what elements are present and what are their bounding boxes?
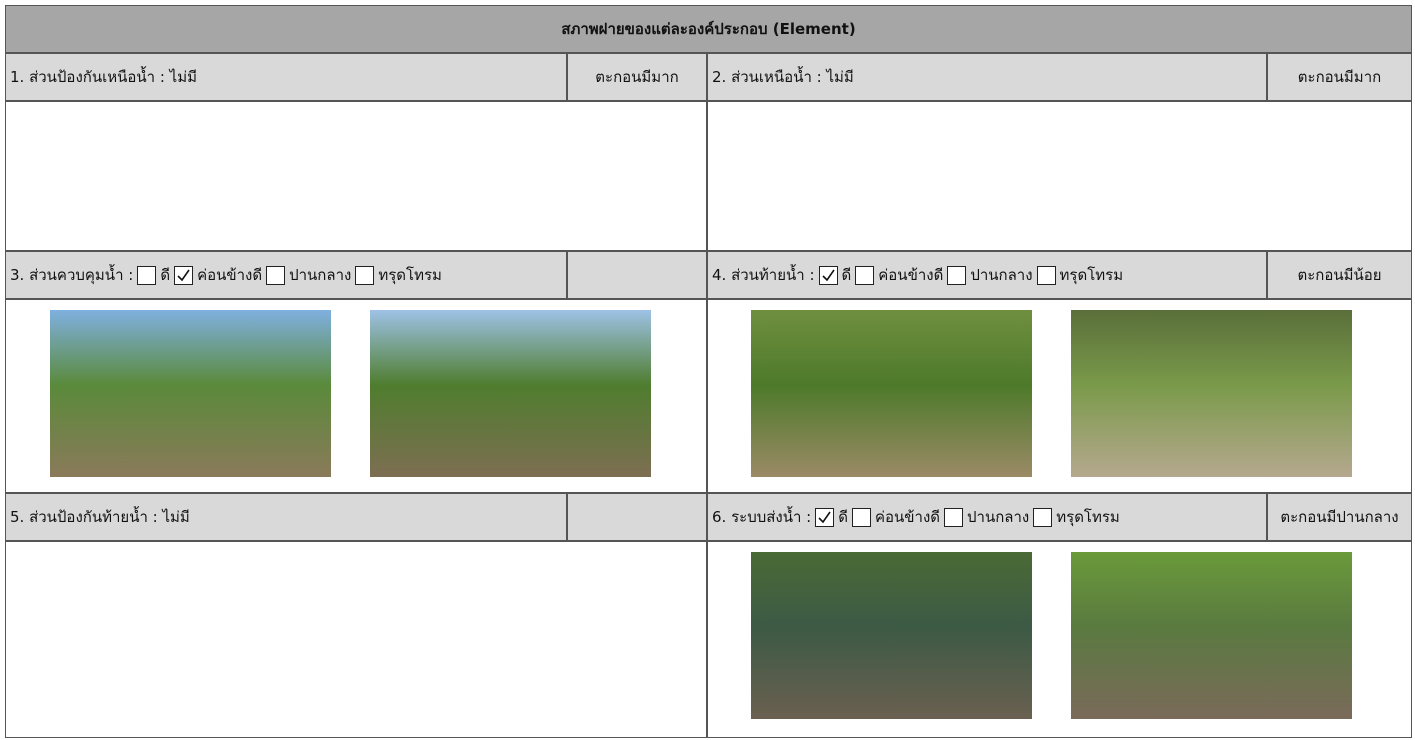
section-header: 2. ส่วนเหนือน้ำ : ไม่มี: [707, 53, 1267, 101]
section-header: 4. ส่วนท้ายน้ำ : ดี ค่อนข้างดี ปานกลาง ทรุดโ…: [707, 251, 1267, 299]
checkbox: [355, 265, 375, 285]
section-label: 6. ระบบส่งน้ำ :: [712, 508, 812, 526]
checkbox: [815, 507, 835, 527]
table-title: สภาพฝายของแต่ละองค์ประกอบ (Element): [5, 5, 1412, 53]
section-label: 5. ส่วนป้องกันท้ายน้ำ : ไม่มี: [10, 508, 190, 526]
section-header: 3. ส่วนควบคุมน้ำ : ดี ค่อนข้างดี ปานกลาง ทรุ…: [5, 251, 567, 299]
option-label: ปานกลาง: [289, 266, 352, 284]
photo: [370, 310, 651, 477]
check-mark: [821, 269, 835, 281]
checkbox: [266, 265, 286, 285]
option-label: ค่อนข้างดี: [878, 266, 944, 284]
checkbox: [1033, 507, 1053, 527]
photo: [751, 552, 1032, 719]
checkbox: [855, 265, 875, 285]
option-label: ดี: [160, 266, 171, 284]
section-label: 2. ส่วนเหนือน้ำ : ไม่มี: [712, 68, 854, 86]
section-header: 1. ส่วนป้องกันเหนือน้ำ : ไม่มี: [5, 53, 567, 101]
checkbox: [851, 507, 871, 527]
option-label: ค่อนข้างดี: [874, 508, 941, 526]
section-status: ตะกอนมีมาก: [1267, 53, 1412, 101]
section-body: [707, 101, 1412, 251]
option-label: ค่อนข้างดี: [197, 266, 263, 284]
section-body: [5, 541, 707, 738]
section-status: [567, 251, 707, 299]
section-header: 6. ระบบส่งน้ำ : ดี ค่อนข้างดี ปานกลาง ทรุดโท…: [707, 493, 1267, 541]
check-mark: [177, 269, 190, 281]
section-label: 3. ส่วนควบคุมน้ำ :: [10, 266, 134, 284]
section-header: 5. ส่วนป้องกันท้ายน้ำ : ไม่มี: [5, 493, 567, 541]
option-label: ทรุดโทรม: [1056, 508, 1120, 526]
section-label: 4. ส่วนท้ายน้ำ :: [712, 266, 815, 284]
section-body: [5, 101, 707, 251]
section-label: 1. ส่วนป้องกันเหนือน้ำ : ไม่มี: [10, 68, 197, 86]
section-status: ตะกอนมีน้อย: [1267, 251, 1412, 299]
option-label: ดี: [838, 508, 848, 526]
photo: [1071, 552, 1352, 719]
option-label: ทรุดโทรม: [378, 266, 442, 284]
option-label: ปานกลาง: [967, 508, 1030, 526]
checkbox: [818, 265, 838, 285]
photo: [1071, 310, 1352, 477]
checkbox: [1036, 265, 1056, 285]
photo: [50, 310, 331, 477]
checkbox: [944, 507, 964, 527]
check-mark: [818, 511, 831, 523]
section-status: ตะกอนมีปานกลาง: [1267, 493, 1412, 541]
option-label: ดี: [841, 266, 852, 284]
checkbox: [174, 265, 194, 285]
section-status: ตะกอนมีมาก: [567, 53, 707, 101]
checkbox: [137, 265, 157, 285]
section-status: [567, 493, 707, 541]
checkbox: [947, 265, 967, 285]
photo: [751, 310, 1032, 477]
option-label: ปานกลาง: [970, 266, 1033, 284]
option-label: ทรุดโทรม: [1059, 266, 1124, 284]
